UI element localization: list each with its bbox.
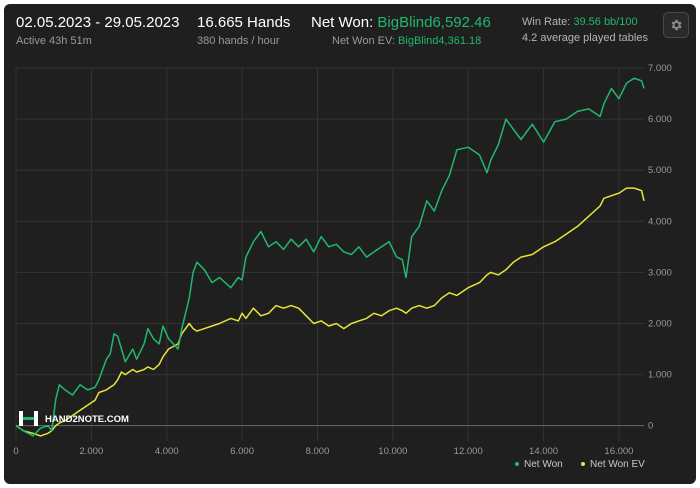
net-won-line [15,77,645,437]
tables-text: 4.2 average played tables [522,32,648,44]
legend-net-won-ev-label: Net Won EV [590,459,645,470]
y-tick-label: 3.000 [648,267,672,278]
active-time: Active 43h 51m [16,35,92,47]
x-tick-label: 16.000 [604,446,633,457]
x-tick-label: 8.000 [306,446,330,457]
y-tick-label: 6.000 [648,114,672,125]
watermark-bar-right [34,411,38,426]
date-range: 02.05.2023 - 29.05.2023 [16,14,180,31]
net-won-ev-value: BigBlind4,361.18 [398,35,482,47]
watermark-text: HAND2NOTE.COM [45,414,129,425]
chart-axes: 0 2.000 4.000 6.000 8.000 10.000 12.000 14.000 1… [13,63,671,457]
legend-net-won-ev-marker [581,462,585,467]
x-tick-label: 12.000 [454,446,483,457]
win-rate-label: Win Rate: [522,16,571,28]
hands-block: 16.665 Hands 380 hands / hour [197,14,290,48]
win-rate-value: 39.56 bb/100 [573,16,638,28]
date-block: 02.05.2023 - 29.05.2023 Active 43h 51m [16,14,179,48]
x-tick-label: 6.000 [230,446,254,457]
net-won-ev-line [15,187,645,437]
watermark: HAND2NOTE.COM [19,411,129,426]
chart-series [15,77,645,437]
net-won-value: BigBlind6,592.46 [377,14,491,31]
legend-net-won-ev[interactable]: Net Won EV [581,459,645,470]
net-won-block: Net Won: BigBlind6,592.46 Net Won EV: Bi… [311,14,491,48]
win-rate-block: Win Rate: 39.56 bb/100 4.2 average playe… [522,15,648,45]
y-tick-label: 0 [648,421,653,432]
watermark-bar-mid [23,417,34,420]
net-won-label: Net Won: [311,14,374,31]
net-won-ev-label: Net Won EV: [332,35,395,47]
legend-net-won[interactable]: Net Won [515,459,563,470]
legend-net-won-marker [515,462,519,467]
x-tick-label: 14.000 [529,446,558,457]
y-tick-label: 5.000 [648,165,672,176]
hands-count: 16.665 Hands [197,14,291,31]
watermark-bar-left [19,411,23,426]
net-won-ev-line: Net Won EV: BigBlind4,361.18 [311,34,491,48]
y-tick-label: 7.000 [648,63,672,74]
x-tick-label: 2.000 [79,446,103,457]
stats-panel: 02.05.2023 - 29.05.2023 Active 43h 51m 1… [4,4,696,484]
chart-grid [15,67,644,441]
x-tick-label: 0 [13,446,18,457]
legend-net-won-label: Net Won [524,459,563,470]
y-tick-label: 1.000 [648,370,672,381]
y-tick-label: 2.000 [648,318,672,329]
x-tick-label: 4.000 [155,446,179,457]
settings-button[interactable] [663,12,689,38]
gear-icon [671,19,682,31]
net-won-line: Net Won: BigBlind6,592.46 [311,14,491,32]
y-tick-label: 4.000 [648,216,672,227]
x-tick-label: 10.000 [378,446,407,457]
hands-rate: 380 hands / hour [197,35,280,47]
net-won-chart: 0 2.000 4.000 6.000 8.000 10.000 12.000 14.000 1… [13,63,671,457]
win-rate-line: Win Rate: 39.56 bb/100 [522,15,648,29]
